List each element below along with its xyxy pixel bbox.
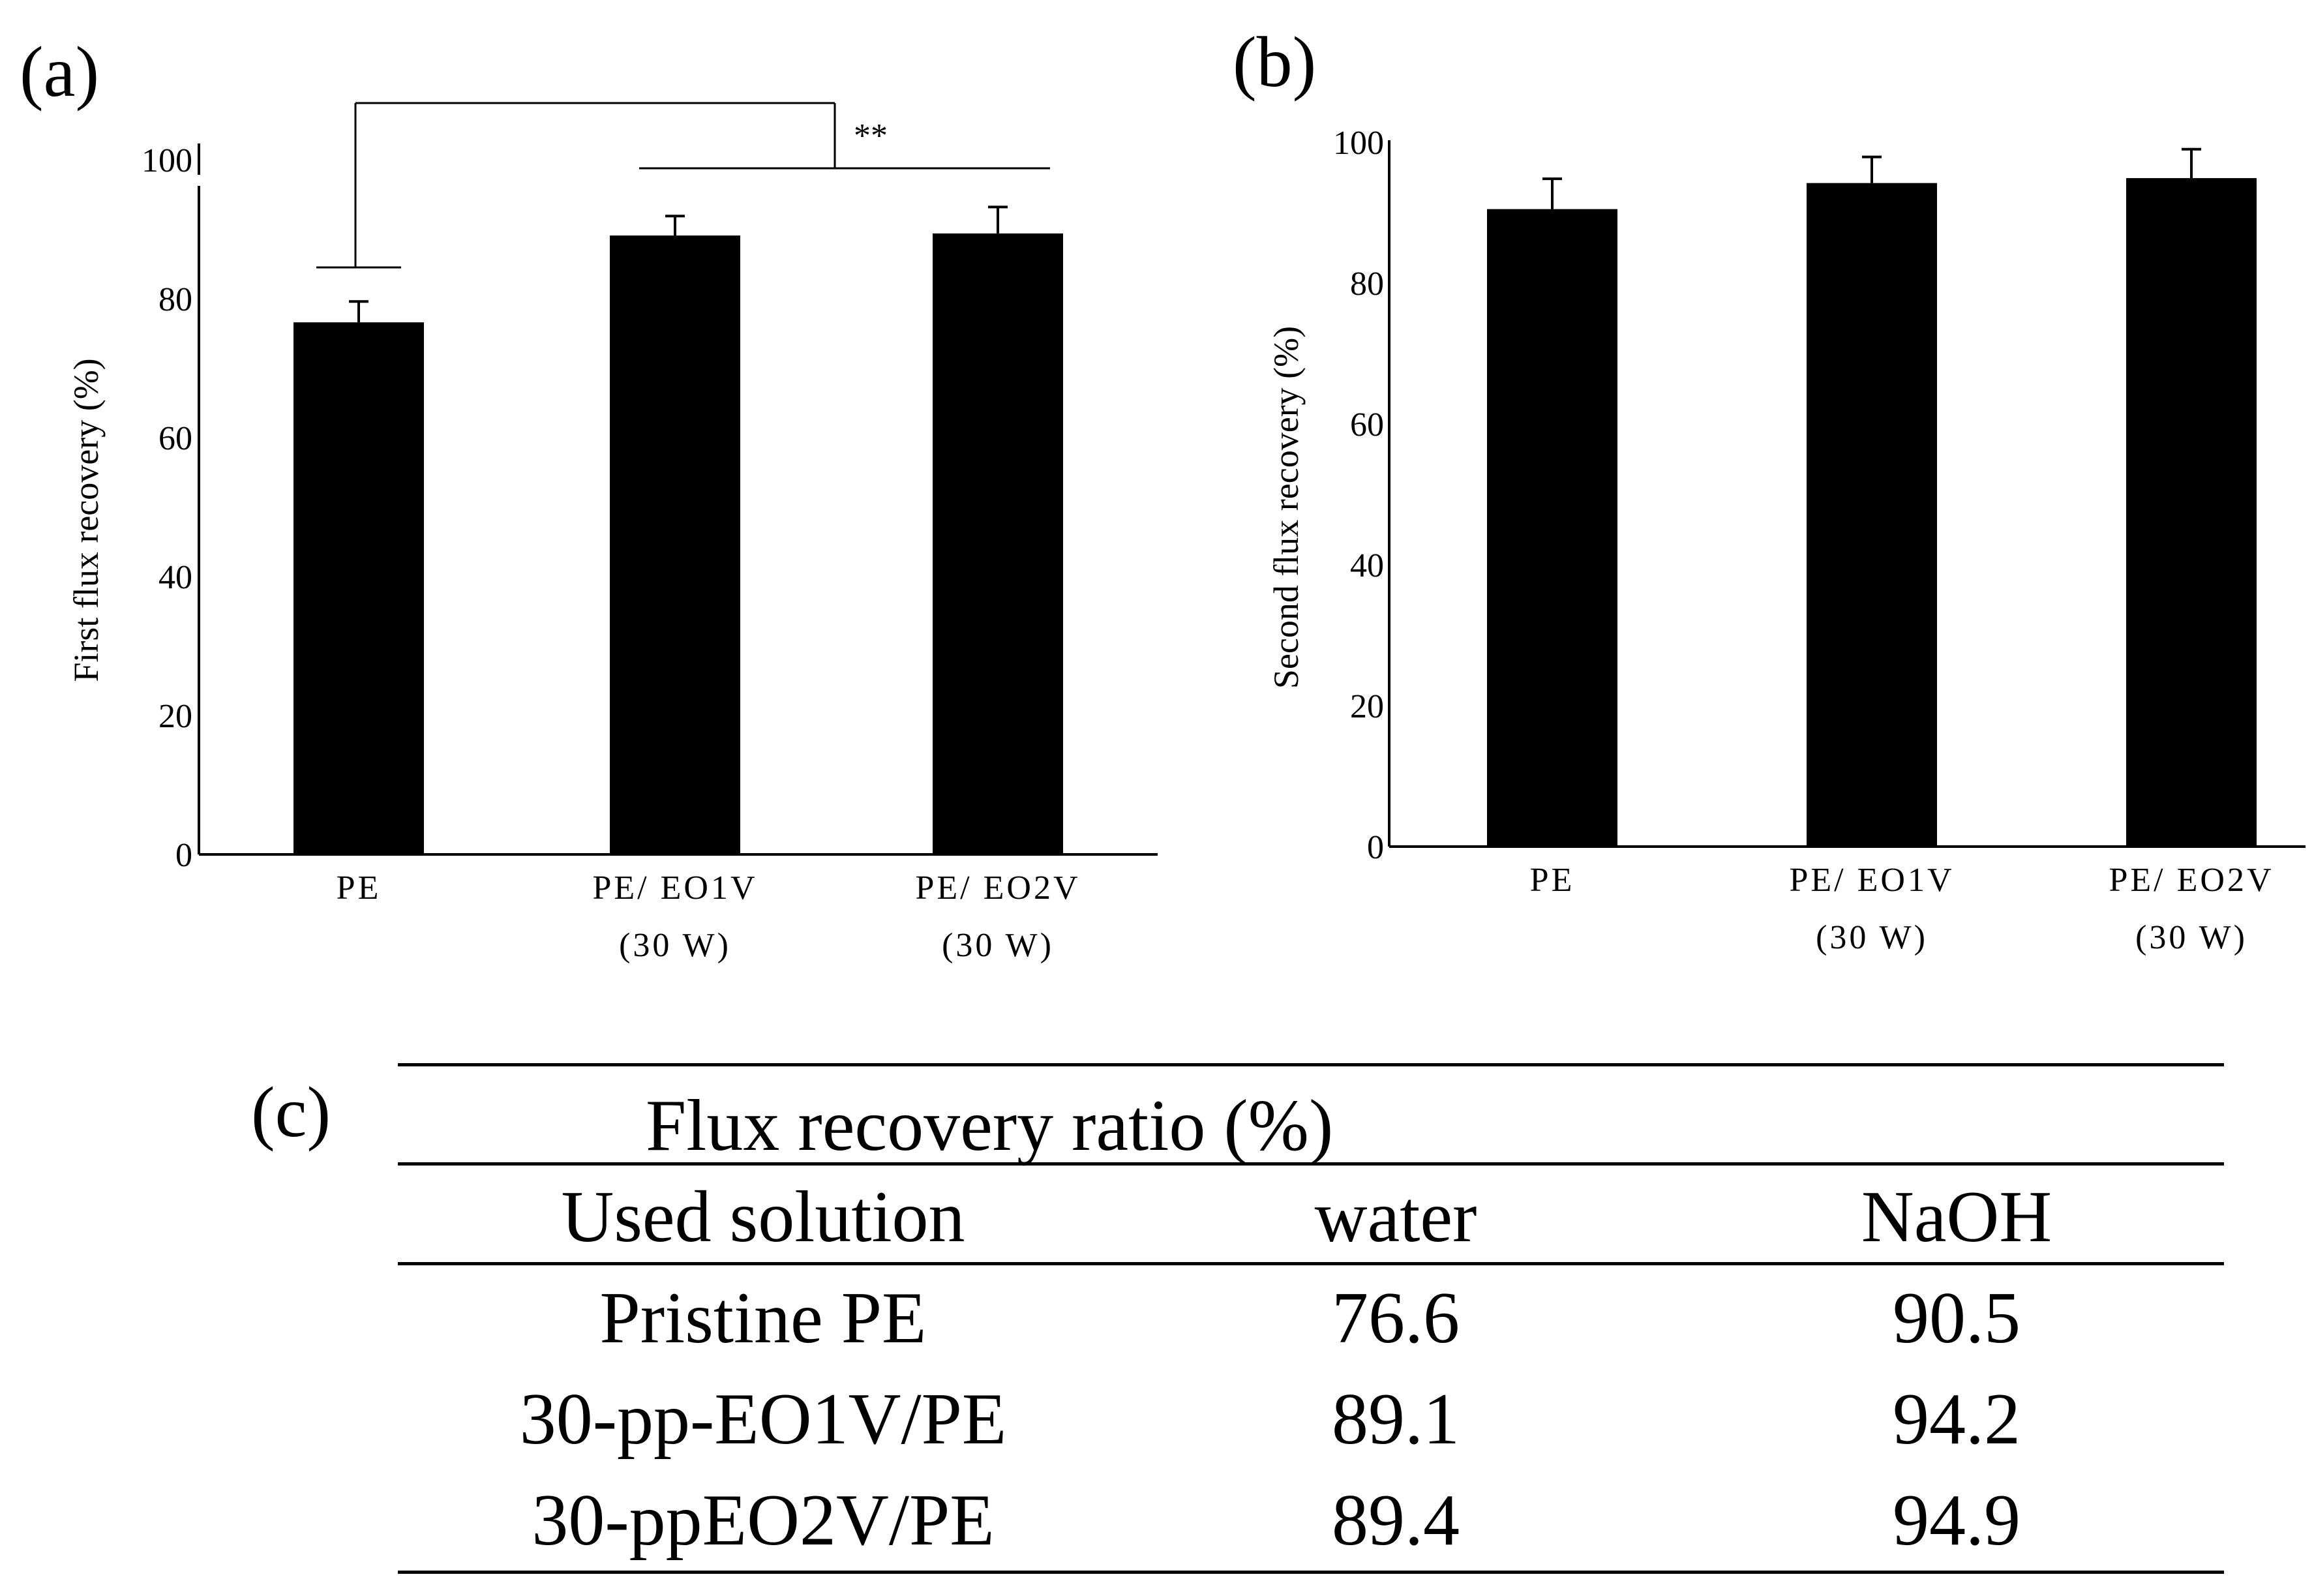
panel-b-label: (b) xyxy=(1233,22,1317,102)
y-tick-label: 40 xyxy=(1350,547,1384,584)
y-axis-label: Second flux recovery (%) xyxy=(1267,326,1306,689)
table-cell-r3-water: 89.4 xyxy=(1332,1480,1460,1561)
y-tick-label: 20 xyxy=(158,698,192,735)
bar xyxy=(2126,178,2257,847)
bar xyxy=(1807,183,1937,847)
table-header-solution: Used solution xyxy=(561,1177,965,1257)
table-bottom-rule xyxy=(398,1571,2224,1574)
y-tick-label: 40 xyxy=(158,559,192,596)
panel-a-label: (a) xyxy=(20,32,100,112)
table-title: Flux recovery ratio (%) xyxy=(646,1085,1334,1166)
y-tick-label: 0 xyxy=(175,837,192,874)
x-tick-label: PE xyxy=(337,869,382,907)
table-cell-r2-naoh: 94.2 xyxy=(1893,1379,2021,1460)
y-tick-label: 20 xyxy=(1350,688,1384,725)
table-cell-r3-naoh: 94.9 xyxy=(1893,1480,2021,1561)
significance-marker: ** xyxy=(854,117,888,155)
x-tick-label: PE/ EO2V xyxy=(2109,862,2274,899)
x-tick-label: PE xyxy=(1530,862,1575,899)
x-tick-label: PE/ EO1V xyxy=(593,869,758,907)
table-cell-r1-solution: Pristine PE xyxy=(599,1278,927,1359)
y-tick-label: 100 xyxy=(1333,125,1384,162)
table-title-rule xyxy=(398,1162,2224,1166)
y-tick-label: 60 xyxy=(1350,406,1384,444)
x-tick-label: (30 W) xyxy=(2135,919,2247,956)
chart-panel-a: 0 20 40 60 80 100 First flux recovery (%) PE PE/… xyxy=(67,102,1158,964)
x-tick-label: (30 W) xyxy=(942,927,1054,964)
x-tick-label: (30 W) xyxy=(1816,919,1928,956)
chart-panel-b: 0 20 40 60 80 100 Second flux recovery (%) PE PE… xyxy=(1267,125,2306,956)
y-tick-label: 80 xyxy=(1350,265,1384,303)
panel-c-label: (c) xyxy=(251,1072,331,1152)
table-cell-r2-water: 89.1 xyxy=(1332,1379,1460,1460)
y-tick-label: 60 xyxy=(158,420,192,457)
table-top-rule xyxy=(398,1063,2224,1066)
table-cell-r1-water: 76.6 xyxy=(1332,1278,1460,1359)
y-tick-label: 100 xyxy=(142,142,192,179)
table-cell-r2-solution: 30-pp-EO1V/PE xyxy=(519,1379,1007,1460)
bar xyxy=(610,235,740,855)
table-header-water: water xyxy=(1314,1177,1477,1257)
bar-charts: 0 20 40 60 80 100 First flux recovery (%) PE PE/… xyxy=(67,102,2306,964)
table-header-naoh: NaOH xyxy=(1861,1177,2052,1257)
table-cell-r3-solution: 30-ppEO2V/PE xyxy=(532,1480,995,1561)
x-tick-label: (30 W) xyxy=(619,927,731,964)
x-tick-label: PE/ EO2V xyxy=(916,869,1081,907)
y-axis-label: First flux recovery (%) xyxy=(67,358,106,682)
y-tick-label: 80 xyxy=(158,281,192,318)
y-tick-label: 0 xyxy=(1367,829,1384,866)
bar xyxy=(933,233,1063,854)
table-header-rule xyxy=(398,1262,2224,1265)
bar xyxy=(293,322,424,855)
bar xyxy=(1487,209,1617,847)
table-cell-r1-naoh: 90.5 xyxy=(1893,1278,2021,1359)
x-tick-label: PE/ EO1V xyxy=(1790,862,1955,899)
